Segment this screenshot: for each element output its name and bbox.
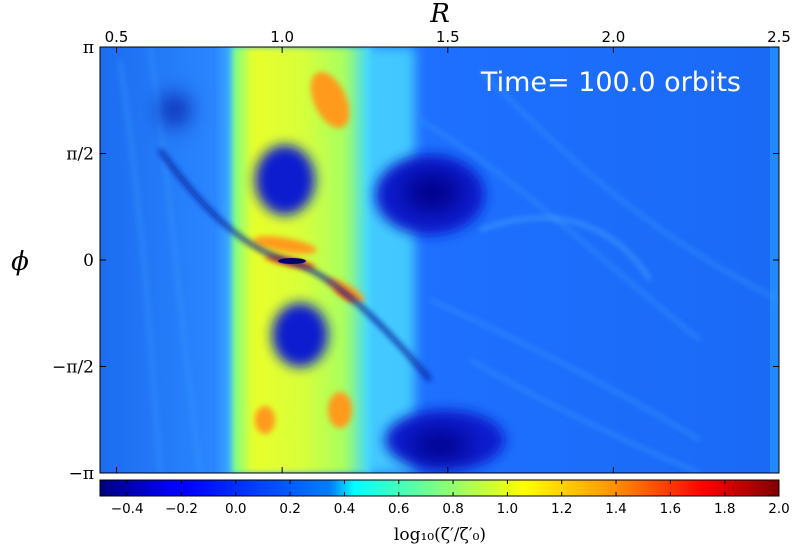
colorbar-tick-label: 1.4 <box>605 501 626 517</box>
y-tick-label: −π <box>69 464 94 484</box>
x-tick-label: 2.5 <box>767 28 791 46</box>
colorbar-tick-label: 0.4 <box>334 501 355 517</box>
colorbar-tick-label: 0.8 <box>442 501 463 517</box>
x-tick-label: 1.0 <box>270 28 294 46</box>
outer-filaments <box>118 47 779 473</box>
y-axis-ticks: π π/2 0 −π/2 −π <box>52 38 779 484</box>
colorbar-tick-label: 1.2 <box>551 501 572 517</box>
colorbar-tick-label: 0.0 <box>225 501 246 517</box>
heatmap-field <box>100 47 779 473</box>
y-tick-label: π/2 <box>66 145 94 165</box>
colorbar-label: log₁₀(ζ′/ζ′₀) <box>394 525 486 545</box>
vortex-cores <box>163 96 470 460</box>
y-tick-label: −π/2 <box>52 358 94 378</box>
outer-arc <box>479 216 652 281</box>
colorbar-ticks: −0.4 −0.2 0.0 0.2 0.4 0.6 0.8 1.0 1.2 1.4 1.6 1.8 2.… <box>111 480 790 517</box>
heatmap-background <box>100 47 779 473</box>
x-axis-ticks: 0.5 1.0 1.5 2.0 2.5 <box>105 28 791 473</box>
x-tick-label: 1.5 <box>436 28 460 46</box>
x-tick-label: 0.5 <box>105 28 129 46</box>
colorbar-tick-label: 0.6 <box>388 501 409 517</box>
y-tick-label: 0 <box>83 251 94 271</box>
colorbar-tick-label: 1.6 <box>660 501 681 517</box>
time-annotation: Time= 100.0 orbits <box>480 67 741 98</box>
colorbar-tick-label: 1.8 <box>714 501 735 517</box>
colorbar-tick-label: −0.2 <box>165 501 198 517</box>
colorbar <box>99 479 780 497</box>
hot-streaks <box>253 71 365 434</box>
planet-core <box>278 258 306 264</box>
y-axis-title: ϕ <box>11 247 29 277</box>
y-tick-label: π <box>83 38 94 58</box>
x-axis-title: R <box>429 0 450 29</box>
colorbar-tick-label: 2.0 <box>768 501 789 517</box>
colorbar-tick-label: 0.2 <box>279 501 300 517</box>
x-tick-label: 2.0 <box>601 28 625 46</box>
colorbar-tick-label: −0.4 <box>111 501 144 517</box>
colorbar-tick-label: 1.0 <box>497 501 518 517</box>
ring-outer-edge <box>365 47 415 473</box>
